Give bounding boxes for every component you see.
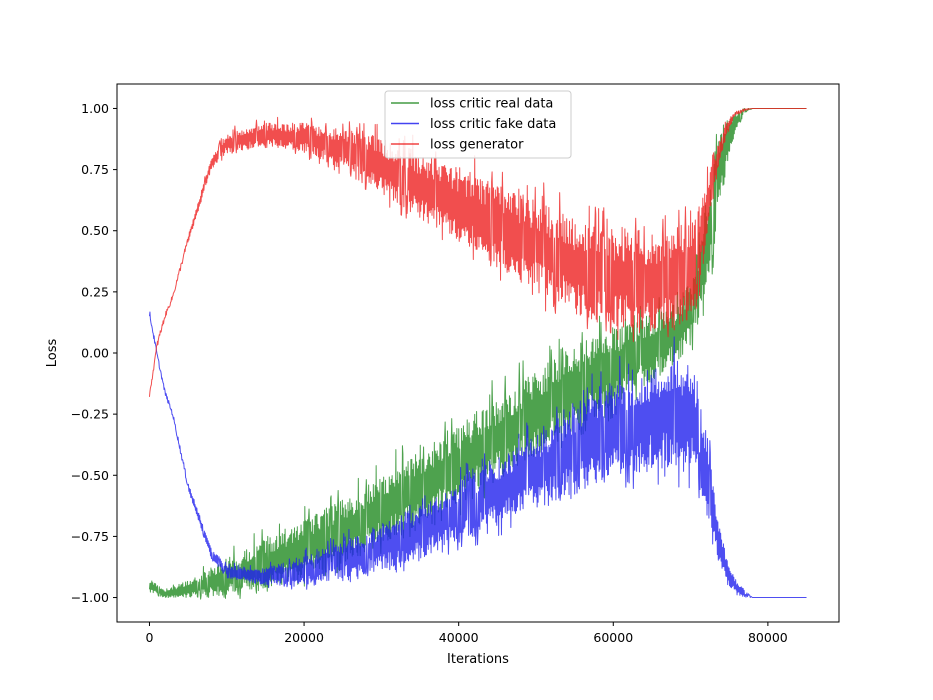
x-axis-title: Iterations	[447, 652, 509, 667]
series-line	[148, 107, 807, 600]
legend-item: loss generator	[391, 138, 524, 153]
x-tick-label: 0	[145, 630, 153, 645]
y-axis: 1.00 0.75 0.50 0.25 0.00 −0.25 −0.50 −0.75 −1.00	[71, 101, 117, 605]
y-tick-label: 0.50	[81, 223, 109, 238]
y-tick-label: −0.50	[71, 468, 109, 483]
x-tick-label: 60000	[593, 630, 633, 645]
y-tick-label: 0.75	[81, 162, 109, 177]
y-tick-label: −1.00	[71, 590, 109, 605]
x-tick-label: 80000	[748, 630, 788, 645]
y-tick-label: 1.00	[81, 101, 109, 116]
x-tick-label: 40000	[439, 630, 479, 645]
legend-item: loss critic fake data	[391, 117, 556, 132]
legend-label: loss critic fake data	[430, 117, 556, 132]
y-tick-label: 0.25	[81, 284, 109, 299]
legend-box	[384, 90, 572, 159]
series-layer	[148, 107, 807, 600]
series-line	[148, 107, 807, 397]
legend-label: loss generator	[430, 138, 524, 153]
legend-item: loss critic real data	[391, 97, 553, 112]
y-tick-label: −0.25	[71, 407, 109, 422]
x-axis: 0 20000 40000 60000 80000	[145, 622, 788, 645]
x-tick-label: 20000	[284, 630, 324, 645]
series-loss-critic-real-data	[148, 107, 807, 600]
y-axis-title: Loss	[45, 339, 60, 368]
y-tick-label: 0.00	[81, 346, 109, 361]
legend-label: loss critic real data	[430, 97, 553, 112]
y-tick-label: −0.75	[71, 529, 109, 544]
legend: loss critic real data loss critic fake da…	[384, 90, 572, 159]
series-loss-generator	[148, 107, 807, 397]
series-loss-critic-fake-data	[148, 311, 807, 599]
series-line	[148, 311, 807, 599]
